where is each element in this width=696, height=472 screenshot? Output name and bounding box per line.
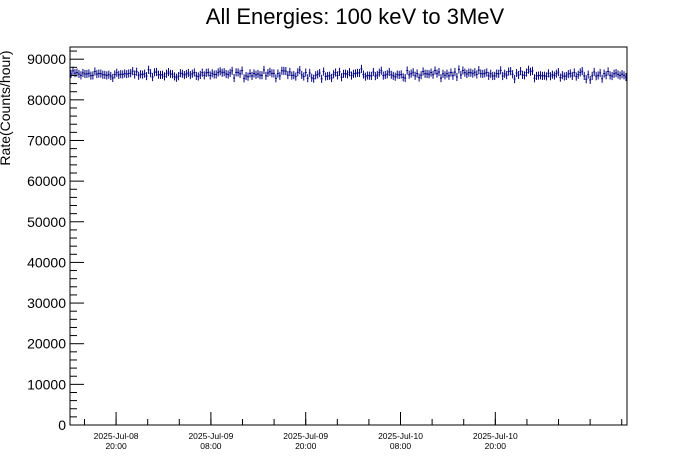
y-tick-label: 90000	[27, 51, 66, 67]
y-tick-label: 70000	[27, 132, 66, 148]
x-tick-time: 20:00	[105, 441, 127, 451]
y-tick-label: 30000	[27, 295, 66, 311]
plot-border	[69, 46, 628, 426]
y-axis: 0 10000 20000 30000 40000 50000 60000 70000 8000…	[27, 50, 84, 433]
plot-frame	[69, 46, 628, 426]
x-tick-date: 2025-Jul-09	[283, 431, 328, 441]
x-axis: 2025-Jul-0820:002025-Jul-0908:002025-Jul…	[83, 412, 623, 451]
y-tick-label: 80000	[27, 92, 66, 108]
x-tick-date: 2025-Jul-10	[378, 431, 423, 441]
y-tick-label: 40000	[27, 254, 66, 270]
y-tick-label: 50000	[27, 214, 66, 230]
y-tick-label: 60000	[27, 173, 66, 189]
x-tick-time: 08:00	[390, 441, 412, 451]
chart-title: All Energies: 100 keV to 3MeV	[206, 4, 505, 29]
y-tick-label: 20000	[27, 336, 66, 352]
x-tick-date: 2025-Jul-09	[188, 431, 233, 441]
y-tick-label: 10000	[27, 376, 66, 392]
data-series	[70, 64, 627, 84]
x-tick-date: 2025-Jul-10	[473, 431, 518, 441]
x-tick-time: 20:00	[485, 441, 507, 451]
y-axis-label: Rate(Counts/hour)	[0, 50, 13, 165]
y-tick-label: 0	[58, 417, 66, 433]
x-tick-time: 08:00	[200, 441, 222, 451]
x-tick-time: 20:00	[295, 441, 317, 451]
x-tick-date: 2025-Jul-08	[94, 431, 139, 441]
